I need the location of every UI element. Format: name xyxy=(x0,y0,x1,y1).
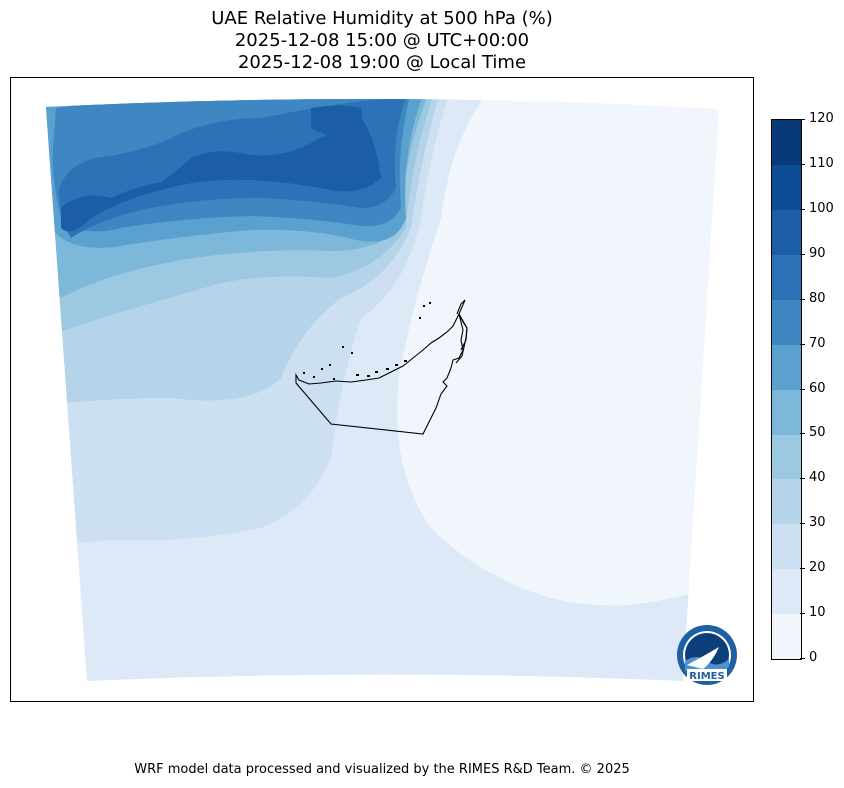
credit-footer: WRF model data processed and visualized … xyxy=(134,762,630,777)
colorbar-tick-label: 70 xyxy=(809,335,826,351)
colorbar-tick-label: 90 xyxy=(809,245,826,261)
colorbar-tick-mark xyxy=(800,298,805,300)
rimes-logo: RIMES xyxy=(677,625,737,685)
colorbar-tick-mark xyxy=(800,253,805,255)
colorbar-band xyxy=(772,614,801,660)
colorbar-tick-mark xyxy=(800,433,805,435)
colorbar-tick-label: 100 xyxy=(809,200,834,216)
colorbar-tick-label: 40 xyxy=(809,470,826,486)
colorbar-tick-mark xyxy=(800,163,805,165)
colorbar-tick-label: 20 xyxy=(809,560,826,576)
colorbar-tick-mark xyxy=(800,478,805,480)
colorbar-tick-mark xyxy=(800,658,805,659)
colorbar-tick-label: 30 xyxy=(809,515,826,531)
colorbar-tick-mark xyxy=(800,119,805,120)
colorbar-band xyxy=(772,479,801,525)
map-title: UAE Relative Humidity at 500 hPa (%) 202… xyxy=(10,8,754,74)
map-panel: RIMES xyxy=(10,77,754,702)
colorbar xyxy=(771,119,802,660)
colorbar-tick-label: 110 xyxy=(809,155,834,171)
colorbar-tick-label: 50 xyxy=(809,425,826,441)
colorbar-band xyxy=(772,389,801,435)
colorbar-tick-label: 120 xyxy=(809,111,834,126)
colorbar-tick-mark xyxy=(800,343,805,345)
contour-90-100 xyxy=(61,118,381,232)
colorbar-tick-mark xyxy=(800,208,805,210)
east-coast-line xyxy=(455,313,468,364)
colorbar-tick-mark xyxy=(800,613,805,615)
colorbar-band xyxy=(772,434,801,480)
title-line-1: UAE Relative Humidity at 500 hPa (%) xyxy=(211,8,553,29)
colorbar-tick-label: 10 xyxy=(809,605,826,621)
humidity-contours xyxy=(46,98,719,681)
country-outline xyxy=(295,299,468,435)
colorbar-tick-mark xyxy=(800,568,805,570)
title-line-3: 2025-12-08 19:00 @ Local Time xyxy=(237,52,527,73)
logo-name-bg xyxy=(687,669,727,681)
humidity-map: RIMES xyxy=(46,98,737,685)
colorbar-tick-mark xyxy=(800,388,805,390)
colorbar-tick-mark xyxy=(800,523,805,525)
logo-swoosh xyxy=(687,647,719,669)
colorbar-band xyxy=(772,344,801,390)
colorbar-band xyxy=(772,524,801,570)
islands xyxy=(303,302,431,380)
colorbar-band xyxy=(772,209,801,255)
logo-name: RIMES xyxy=(689,671,724,682)
colorbar-band xyxy=(772,164,801,210)
colorbar-tick-label: 60 xyxy=(809,380,826,396)
colorbar-tick-label: 80 xyxy=(809,290,826,306)
colorbar-band xyxy=(772,299,801,345)
colorbar-tick-label: 0 xyxy=(809,650,818,665)
colorbar-band xyxy=(772,569,801,615)
colorbar-band xyxy=(772,254,801,300)
contour-90-100-core xyxy=(311,105,363,137)
title-line-2: 2025-12-08 15:00 @ UTC+00:00 xyxy=(234,30,530,51)
colorbar-band xyxy=(772,120,801,165)
